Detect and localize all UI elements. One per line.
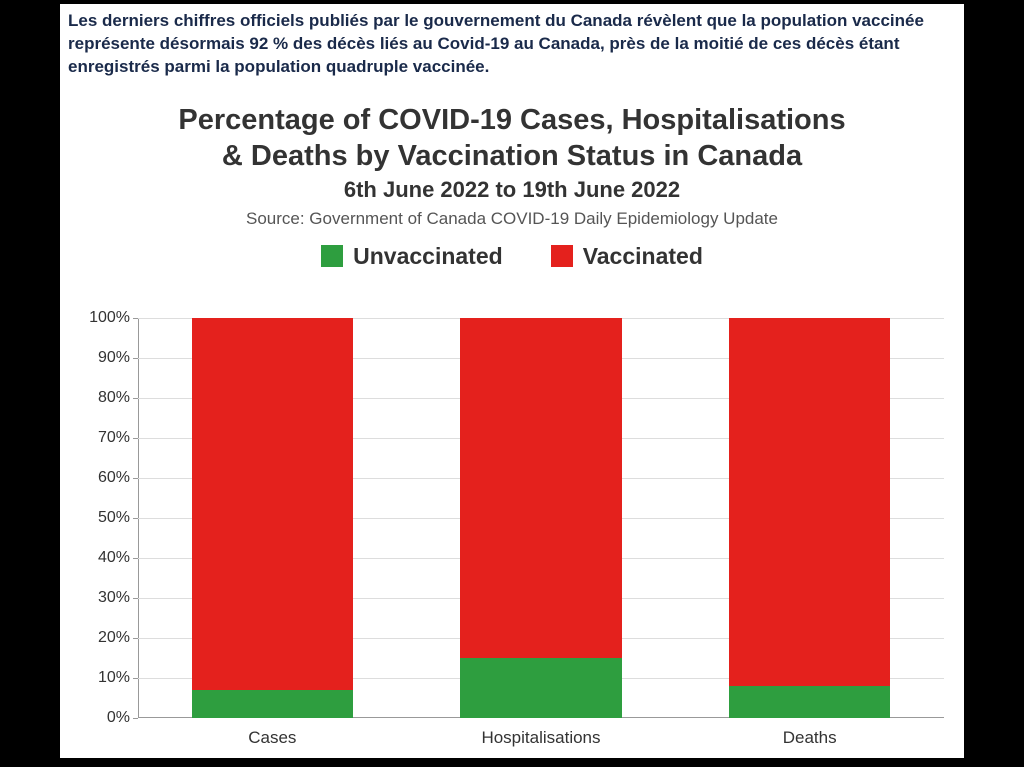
plot-inner: 0%10%20%30%40%50%60%70%80%90%100%CasesHo…	[138, 318, 944, 718]
y-tick	[133, 718, 138, 719]
bar-stack	[729, 318, 890, 718]
chart-source: Source: Government of Canada COVID-19 Da…	[60, 209, 964, 229]
chart-title-line2: & Deaths by Vaccination Status in Canada	[60, 138, 964, 174]
bar-group: Deaths	[729, 318, 890, 718]
bar-group: Cases	[192, 318, 353, 718]
plot-area: 0%10%20%30%40%50%60%70%80%90%100%CasesHo…	[138, 318, 944, 718]
chart-titles: Percentage of COVID-19 Cases, Hospitalis…	[60, 88, 964, 229]
y-axis-label: 100%	[80, 309, 130, 327]
y-axis-label: 90%	[80, 349, 130, 367]
y-tick	[133, 318, 138, 319]
y-tick	[133, 598, 138, 599]
chart-panel: Percentage of COVID-19 Cases, Hospitalis…	[60, 88, 964, 758]
caption-text: Les derniers chiffres officiels publiés …	[68, 10, 956, 79]
caption-band: Les derniers chiffres officiels publiés …	[60, 4, 964, 89]
x-axis-label: Cases	[248, 728, 296, 748]
legend-swatch-unvaccinated	[321, 245, 343, 267]
chart-title-line1: Percentage of COVID-19 Cases, Hospitalis…	[60, 102, 964, 138]
legend-swatch-vaccinated	[551, 245, 573, 267]
y-tick	[133, 518, 138, 519]
y-axis-label: 60%	[80, 469, 130, 487]
y-axis-label: 80%	[80, 389, 130, 407]
bar-segment-vaccinated	[192, 318, 353, 690]
x-axis-label: Hospitalisations	[481, 728, 600, 748]
bar-segment-unvaccinated	[729, 686, 890, 718]
y-tick	[133, 358, 138, 359]
bar-segment-vaccinated	[729, 318, 890, 686]
chart-title-line3: 6th June 2022 to 19th June 2022	[60, 177, 964, 203]
legend-item-unvaccinated: Unvaccinated	[321, 243, 503, 270]
legend-item-vaccinated: Vaccinated	[551, 243, 703, 270]
y-tick	[133, 438, 138, 439]
chart-legend: Unvaccinated Vaccinated	[60, 243, 964, 270]
y-axis-label: 50%	[80, 509, 130, 527]
bar-group: Hospitalisations	[460, 318, 621, 718]
y-axis-label: 40%	[80, 549, 130, 567]
legend-label-vaccinated: Vaccinated	[583, 243, 703, 270]
bar-segment-unvaccinated	[460, 658, 621, 718]
y-tick	[133, 558, 138, 559]
y-axis-label: 30%	[80, 589, 130, 607]
y-axis-label: 0%	[80, 709, 130, 727]
bar-segment-vaccinated	[460, 318, 621, 658]
y-tick	[133, 398, 138, 399]
bar-stack	[192, 318, 353, 718]
bar-stack	[460, 318, 621, 718]
y-tick	[133, 678, 138, 679]
y-axis-label: 20%	[80, 629, 130, 647]
x-axis-label: Deaths	[783, 728, 837, 748]
legend-label-unvaccinated: Unvaccinated	[353, 243, 503, 270]
y-tick	[133, 478, 138, 479]
y-tick	[133, 638, 138, 639]
page-root: Les derniers chiffres officiels publiés …	[0, 0, 1024, 767]
bar-segment-unvaccinated	[192, 690, 353, 718]
y-axis-label: 10%	[80, 669, 130, 687]
y-axis-label: 70%	[80, 429, 130, 447]
